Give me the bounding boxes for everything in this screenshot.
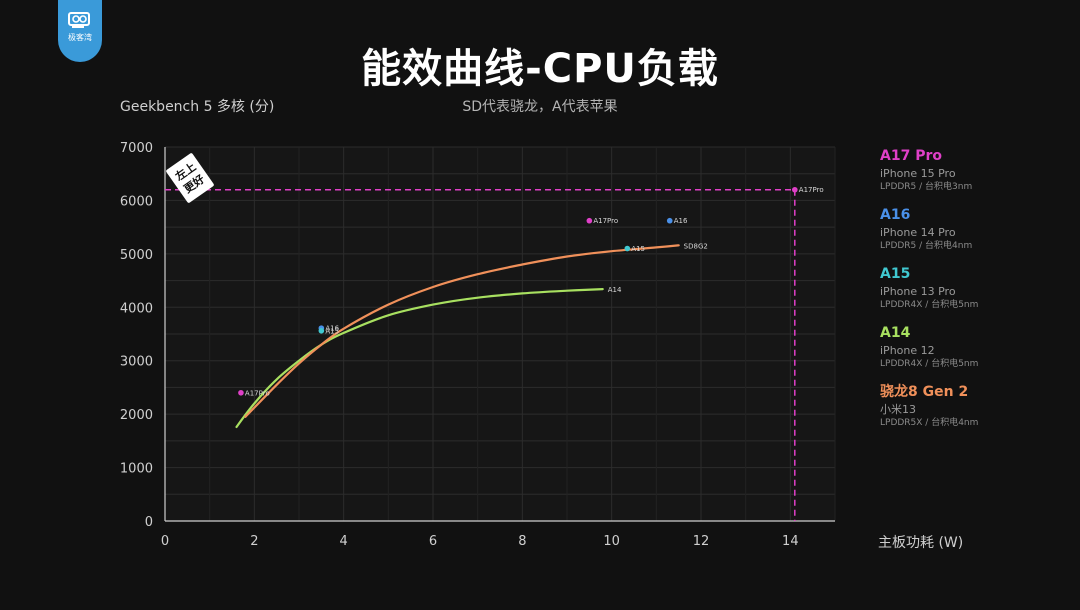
chart-subtitle: SD代表骁龙，A代表苹果 [462, 99, 618, 115]
y-tick-label: 7000 [120, 141, 153, 156]
legend-spec: LPDDR5X / 台积电4nm [880, 418, 979, 428]
y-tick-label: 0 [145, 515, 153, 530]
legend-spec: LPDDR4X / 台积电5nm [880, 359, 979, 369]
y-tick-label: 6000 [120, 194, 153, 209]
x-tick-label: 14 [782, 534, 799, 549]
data-point-label: A15 [325, 327, 339, 335]
logo-text: 极客湾 [68, 33, 92, 42]
data-point [318, 327, 325, 334]
x-tick-label: 8 [518, 534, 526, 549]
legend-name: A17 Pro [880, 148, 942, 164]
legend-device: 小米13 [880, 403, 916, 416]
x-tick-label: 12 [693, 534, 710, 549]
data-point-label: A15 [631, 245, 645, 253]
y-axis-label: Geekbench 5 多核 (分) [120, 99, 275, 115]
x-tick-label: 2 [250, 534, 258, 549]
legend-item: 骁龙8 Gen 2 小米13 LPDDR5X / 台积电4nm [880, 384, 1070, 443]
data-point-label: A16 [325, 325, 339, 333]
x-axis-label: 主板功耗 (W) [878, 535, 964, 551]
data-point-label: A17Pro [245, 389, 270, 397]
data-point [792, 186, 798, 193]
legend-spec: LPDDR5 / 台积电3nm [880, 182, 973, 192]
chart-title: 能效曲线-CPU负载 [361, 46, 719, 92]
data-point [238, 389, 244, 396]
legend-device: iPhone 13 Pro [880, 285, 956, 298]
legend-device: iPhone 14 Pro [880, 226, 956, 239]
x-tick-label: 4 [340, 534, 348, 549]
data-point-label: A16 [674, 217, 688, 225]
legend-name: A16 [880, 207, 911, 223]
y-tick-label: 2000 [120, 408, 153, 423]
corner-badge-bg [166, 153, 214, 203]
data-point-label: A17Pro [593, 217, 618, 225]
legend-item: A17 Pro iPhone 15 Pro LPDDR5 / 台积电3nm [880, 148, 1070, 207]
x-tick-label: 10 [603, 534, 620, 549]
y-tick-label: 4000 [120, 301, 153, 316]
series-end-label: SD8G2 [684, 242, 708, 250]
legend-name: A15 [880, 266, 911, 282]
series-end-label: A14 [608, 286, 622, 294]
legend: A17 Pro iPhone 15 Pro LPDDR5 / 台积电3nm A16 iP… [880, 148, 1070, 443]
x-tick-label: 6 [429, 534, 437, 549]
legend-item: A15 iPhone 13 Pro LPDDR4X / 台积电5nm [880, 266, 1070, 325]
x-tick-label: 0 [161, 534, 169, 549]
data-point-label: A17Pro [799, 186, 824, 194]
data-point [586, 217, 593, 224]
legend-device: iPhone 15 Pro [880, 167, 956, 180]
y-tick-label: 3000 [120, 355, 153, 370]
legend-spec: LPDDR5 / 台积电4nm [880, 241, 973, 251]
data-point [624, 245, 631, 252]
legend-name: A14 [880, 325, 911, 341]
y-tick-label: 1000 [120, 462, 153, 477]
gpu-card-icon [68, 12, 90, 28]
legend-item: A16 iPhone 14 Pro LPDDR5 / 台积电4nm [880, 207, 1070, 266]
legend-item: A14 iPhone 12 LPDDR4X / 台积电5nm [880, 325, 1070, 384]
series-line [235, 288, 604, 429]
series-line [244, 244, 680, 418]
logo: 极客湾 [58, 0, 102, 62]
legend-device: iPhone 12 [880, 344, 935, 357]
y-tick-label: 5000 [120, 248, 153, 263]
data-point [666, 217, 673, 224]
legend-spec: LPDDR4X / 台积电5nm [880, 300, 979, 310]
legend-name: 骁龙8 Gen 2 [880, 384, 969, 400]
